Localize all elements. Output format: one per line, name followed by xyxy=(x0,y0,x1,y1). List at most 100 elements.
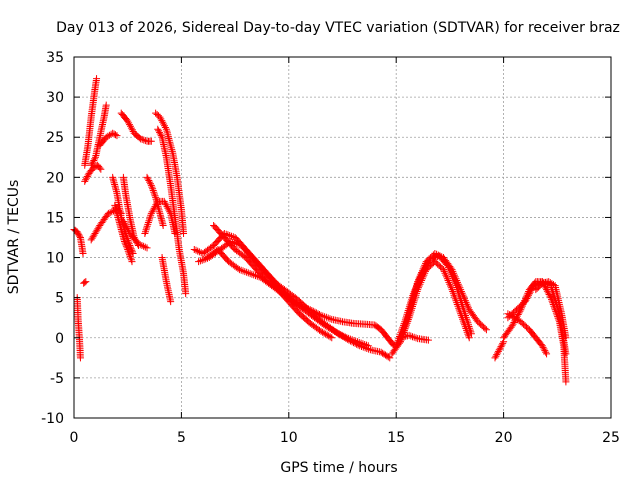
data-series-t26 xyxy=(396,258,473,346)
data-point-run xyxy=(522,283,537,304)
data-point-run xyxy=(552,284,565,316)
data-series-t4 xyxy=(81,75,101,169)
data-point-run xyxy=(543,287,554,300)
data-point-run xyxy=(480,323,489,332)
data-point-run xyxy=(558,312,570,340)
data-point xyxy=(119,217,127,225)
data-point-run xyxy=(200,243,216,256)
data-point-run xyxy=(308,321,323,334)
data-series-t3 xyxy=(80,278,90,287)
data-point xyxy=(128,258,136,266)
data-point-run xyxy=(104,130,115,140)
data-point-run xyxy=(120,175,129,196)
data-point xyxy=(159,221,167,229)
data-point-run xyxy=(97,135,109,148)
x-tick-label: 5 xyxy=(177,430,186,446)
data-point xyxy=(129,250,137,258)
data-point xyxy=(495,346,503,354)
data-point-run xyxy=(222,230,237,241)
data-point xyxy=(143,244,151,252)
data-point xyxy=(82,278,90,286)
data-point-run xyxy=(248,270,263,281)
data-point-run xyxy=(334,329,349,341)
data-point-run xyxy=(153,111,162,120)
y-tick-label: 20 xyxy=(46,170,64,186)
y-tick-label: 25 xyxy=(46,130,64,146)
data-point-run xyxy=(379,349,392,361)
x-tick-label: 20 xyxy=(495,430,513,446)
data-series-t22 xyxy=(210,221,336,342)
data-point xyxy=(386,354,394,362)
data-series-t15 xyxy=(143,173,167,229)
data-point-run xyxy=(159,135,170,159)
data-point-run xyxy=(449,288,464,316)
data-series-t2 xyxy=(73,294,84,362)
chart-title: Day 013 of 2026, Sidereal Day-to-day VTE… xyxy=(56,20,620,36)
data-series-t8 xyxy=(96,129,121,149)
data-point-run xyxy=(127,231,141,246)
data-point-run xyxy=(163,155,174,187)
data-point-run xyxy=(415,267,429,292)
data-point xyxy=(134,240,142,248)
data-series-t28 xyxy=(491,338,508,362)
data-point xyxy=(113,132,121,140)
data-point xyxy=(124,246,132,254)
data-point xyxy=(141,229,149,237)
data-point-run xyxy=(260,267,277,284)
data-point xyxy=(137,135,145,143)
data-point-run xyxy=(109,175,120,196)
data-point-run xyxy=(233,247,248,260)
y-tick-label: 30 xyxy=(46,90,64,106)
data-point-run xyxy=(161,199,174,216)
data-point-run xyxy=(138,135,149,145)
data-point-run xyxy=(526,327,539,340)
data-point-run xyxy=(96,115,108,139)
data-point-run xyxy=(95,163,104,172)
data-point-run xyxy=(453,284,468,316)
data-point xyxy=(180,229,188,237)
data-point-run xyxy=(124,247,135,264)
data-point-run xyxy=(282,287,298,300)
data-point-run xyxy=(142,211,155,236)
data-point-run xyxy=(226,259,242,272)
data-point-run xyxy=(301,307,317,321)
axis-ticks: 0 5 10 15 20 25 -10 -5 0 5 10 15 20 25 30 35 xyxy=(41,50,620,446)
data-point-run xyxy=(211,223,227,240)
data-point-run xyxy=(178,207,187,236)
data-point-run xyxy=(496,339,507,352)
data-point xyxy=(182,290,190,298)
data-point-run xyxy=(121,239,131,252)
data-point-run xyxy=(432,259,446,272)
data-point-run xyxy=(501,323,515,340)
x-axis-label: GPS time / hours xyxy=(280,460,397,476)
data-point-run xyxy=(88,223,103,242)
data-point xyxy=(120,238,128,246)
data-point-run xyxy=(156,211,167,228)
x-tick-label: 0 xyxy=(70,430,79,446)
y-tick-label: 10 xyxy=(46,251,64,267)
x-tick-label: 15 xyxy=(387,430,405,446)
data-point-run xyxy=(533,281,545,292)
data-point-run xyxy=(265,279,280,292)
data-point xyxy=(124,117,132,125)
data-point-run xyxy=(173,175,185,211)
grid-lines xyxy=(74,57,611,418)
data-point xyxy=(97,165,105,173)
data-point-run xyxy=(92,135,103,159)
data-point-run xyxy=(229,238,244,249)
data-point-run xyxy=(312,315,328,329)
data-series-t31 xyxy=(504,310,551,358)
data-point-run xyxy=(110,130,119,139)
data-point-run xyxy=(250,255,266,272)
data-point-run xyxy=(291,299,306,313)
y-tick-label: 0 xyxy=(55,331,64,347)
data-point-run xyxy=(492,347,502,360)
data-point-run xyxy=(88,155,99,168)
data-series-t1 xyxy=(70,225,87,258)
data-series-t32 xyxy=(532,278,570,342)
data-point xyxy=(154,125,162,133)
data-point xyxy=(76,354,84,362)
data-point-run xyxy=(407,332,420,342)
data-point xyxy=(491,354,499,362)
data-point-run xyxy=(169,151,181,179)
